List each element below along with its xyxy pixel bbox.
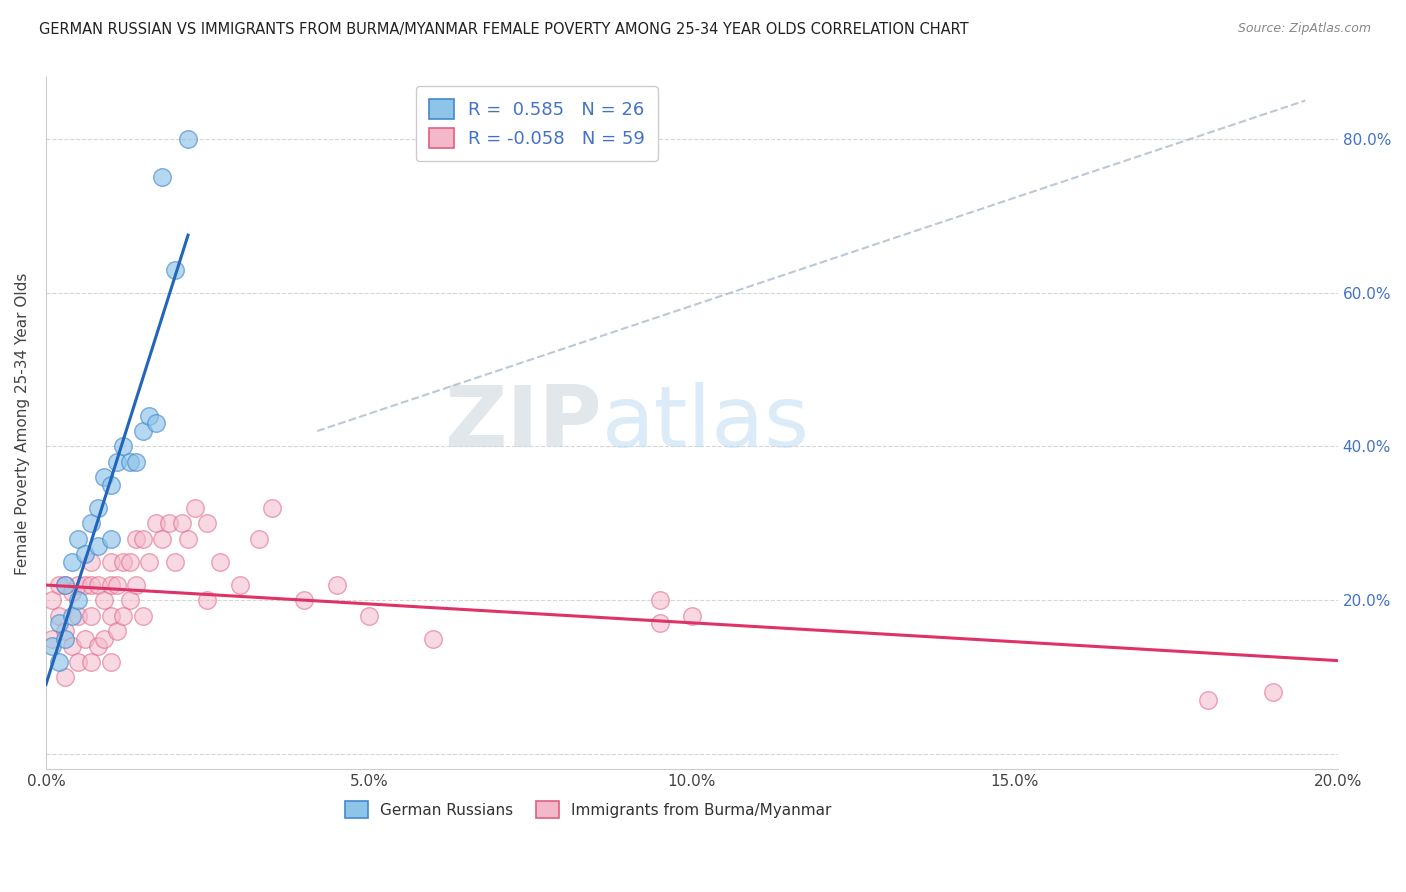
Point (105, 624, 128, 638)
Point (100, 655, 122, 669)
Point (86, 500, 108, 515)
Point (48, 608, 70, 623)
Point (170, 516, 193, 531)
Point (41, 640, 63, 654)
Point (165, 262, 187, 277)
Text: ZIP: ZIP (444, 382, 602, 465)
Point (118, 555, 141, 569)
Point (422, 632, 444, 646)
Point (48, 578, 70, 592)
Point (93, 470, 115, 484)
Point (86, 578, 108, 592)
Point (86, 540, 108, 554)
Point (118, 455, 141, 469)
Point (165, 555, 187, 569)
Point (53, 578, 76, 592)
Point (197, 516, 219, 531)
Point (145, 516, 167, 531)
Point (197, 593, 219, 607)
Point (177, 132, 200, 146)
Point (80, 578, 103, 592)
Point (105, 578, 128, 592)
Point (125, 578, 148, 592)
Point (67, 593, 90, 607)
Point (73, 632, 96, 646)
Text: GERMAN RUSSIAN VS IMMIGRANTS FROM BURMA/MYANMAR FEMALE POVERTY AMONG 25-34 YEAR : GERMAN RUSSIAN VS IMMIGRANTS FROM BURMA/… (39, 22, 969, 37)
Point (150, 532, 173, 546)
Point (80, 608, 103, 623)
Point (67, 532, 90, 546)
Point (80, 516, 103, 531)
Point (260, 500, 283, 515)
Point (132, 608, 155, 623)
Point (138, 409, 160, 423)
Point (100, 555, 122, 569)
Point (292, 593, 315, 607)
Point (150, 170, 173, 185)
Point (132, 532, 155, 546)
Point (125, 532, 148, 546)
Point (357, 608, 380, 623)
Point (648, 616, 671, 631)
Point (138, 555, 160, 569)
Point (100, 478, 122, 492)
Point (80, 555, 103, 569)
Point (648, 593, 671, 607)
Point (60, 608, 83, 623)
Y-axis label: Female Poverty Among 25-34 Year Olds: Female Poverty Among 25-34 Year Olds (15, 272, 30, 574)
Point (53, 624, 76, 638)
Point (53, 578, 76, 592)
Point (41, 593, 63, 607)
Point (105, 455, 128, 469)
Point (53, 632, 76, 646)
Point (100, 608, 122, 623)
Point (132, 424, 155, 438)
Point (67, 578, 90, 592)
Point (118, 593, 141, 607)
Point (60, 640, 83, 654)
Point (209, 555, 232, 569)
Point (177, 532, 200, 546)
Point (53, 670, 76, 684)
Text: Source: ZipAtlas.com: Source: ZipAtlas.com (1237, 22, 1371, 36)
Point (112, 555, 135, 569)
Point (93, 593, 115, 607)
Point (67, 655, 90, 669)
Point (73, 578, 96, 592)
Point (681, 608, 703, 623)
Point (80, 655, 103, 669)
Point (73, 547, 96, 561)
Point (100, 532, 122, 546)
Point (48, 616, 70, 631)
Point (157, 516, 180, 531)
Point (228, 578, 250, 592)
Point (60, 555, 83, 569)
Point (48, 655, 70, 669)
Point (1198, 693, 1220, 707)
Point (112, 608, 135, 623)
Point (145, 417, 167, 431)
Text: atlas: atlas (602, 382, 810, 465)
Point (325, 578, 347, 592)
Point (183, 500, 205, 515)
Point (86, 640, 108, 654)
Point (60, 585, 83, 599)
Point (247, 532, 270, 546)
Point (67, 608, 90, 623)
Legend: German Russians, Immigrants from Burma/Myanmar: German Russians, Immigrants from Burma/M… (339, 795, 838, 824)
Point (125, 455, 148, 469)
Point (41, 632, 63, 646)
Point (93, 632, 115, 646)
Point (100, 578, 122, 592)
Point (1261, 685, 1284, 699)
Point (112, 439, 135, 453)
